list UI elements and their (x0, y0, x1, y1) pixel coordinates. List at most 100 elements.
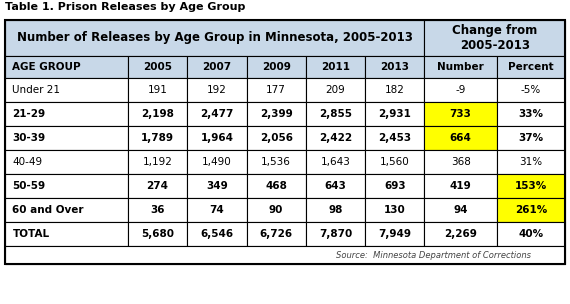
Bar (247, 222, 306, 246)
Text: Change from
2005-2013: Change from 2005-2013 (452, 24, 538, 52)
Bar (5, 150, 128, 174)
Text: 2,056: 2,056 (260, 133, 292, 143)
Text: 40-49: 40-49 (13, 157, 43, 167)
Bar (365, 56, 425, 78)
Text: -9: -9 (455, 85, 466, 95)
Bar (425, 102, 497, 126)
Text: 693: 693 (384, 181, 405, 191)
Bar (306, 56, 365, 78)
Bar (5, 246, 565, 264)
Bar (247, 150, 306, 174)
Bar (306, 102, 365, 126)
Bar (497, 78, 565, 102)
Text: 349: 349 (206, 181, 228, 191)
Text: 261%: 261% (515, 205, 547, 215)
Text: 153%: 153% (515, 181, 547, 191)
Bar (425, 150, 497, 174)
Bar (128, 56, 188, 78)
Bar (5, 222, 128, 246)
Text: 2005: 2005 (143, 62, 172, 72)
Text: 30-39: 30-39 (13, 133, 46, 143)
Bar (5, 126, 128, 150)
Bar (425, 174, 497, 198)
Bar (365, 150, 425, 174)
Bar (497, 102, 565, 126)
Bar (188, 222, 247, 246)
Bar (306, 126, 365, 150)
Text: 50-59: 50-59 (13, 181, 46, 191)
Bar (425, 56, 497, 78)
Bar (5, 78, 128, 102)
Bar (188, 126, 247, 150)
Bar (365, 126, 425, 150)
Text: 177: 177 (266, 85, 286, 95)
Text: 7,949: 7,949 (378, 229, 411, 239)
Text: 1,536: 1,536 (261, 157, 291, 167)
Bar (306, 150, 365, 174)
Text: 94: 94 (453, 205, 468, 215)
Bar (365, 222, 425, 246)
Text: 6,546: 6,546 (200, 229, 234, 239)
Bar (188, 150, 247, 174)
Text: 368: 368 (451, 157, 471, 167)
Bar (5, 198, 128, 222)
Text: 419: 419 (450, 181, 471, 191)
Text: 2,931: 2,931 (378, 109, 411, 119)
Bar (188, 102, 247, 126)
Bar (425, 222, 497, 246)
Text: AGE GROUP: AGE GROUP (13, 62, 81, 72)
Text: 182: 182 (385, 85, 405, 95)
Text: Table 1. Prison Releases by Age Group: Table 1. Prison Releases by Age Group (5, 2, 245, 12)
Bar (247, 56, 306, 78)
Text: 274: 274 (146, 181, 169, 191)
Text: 36: 36 (150, 205, 165, 215)
Bar (306, 222, 365, 246)
Text: 1,964: 1,964 (201, 133, 233, 143)
Text: 2007: 2007 (202, 62, 231, 72)
Bar (497, 150, 565, 174)
Text: 191: 191 (148, 85, 168, 95)
Bar (497, 174, 565, 198)
Text: 2013: 2013 (380, 62, 409, 72)
Bar (306, 78, 365, 102)
Bar (188, 174, 247, 198)
Text: 60 and Over: 60 and Over (13, 205, 84, 215)
Text: 468: 468 (265, 181, 287, 191)
Bar (247, 102, 306, 126)
Text: 31%: 31% (519, 157, 543, 167)
Text: 209: 209 (325, 85, 345, 95)
Text: 37%: 37% (518, 133, 544, 143)
Text: 130: 130 (384, 205, 406, 215)
Bar (497, 222, 565, 246)
Text: 2,477: 2,477 (200, 109, 234, 119)
Text: 40%: 40% (518, 229, 544, 239)
Bar (425, 126, 497, 150)
Bar (365, 198, 425, 222)
Bar (306, 198, 365, 222)
Text: 2,855: 2,855 (319, 109, 352, 119)
Text: 733: 733 (450, 109, 471, 119)
Text: 74: 74 (210, 205, 224, 215)
Text: 1,560: 1,560 (380, 157, 410, 167)
Bar (5, 20, 425, 56)
Bar (247, 126, 306, 150)
Text: 2009: 2009 (262, 62, 291, 72)
Text: 643: 643 (324, 181, 347, 191)
Bar (128, 198, 188, 222)
Bar (497, 56, 565, 78)
Bar (306, 174, 365, 198)
Bar (128, 150, 188, 174)
Bar (247, 174, 306, 198)
Text: Number of Releases by Age Group in Minnesota, 2005-2013: Number of Releases by Age Group in Minne… (17, 32, 413, 44)
Text: 5,680: 5,680 (141, 229, 174, 239)
Bar (5, 20, 565, 264)
Text: 2,422: 2,422 (319, 133, 352, 143)
Bar (128, 78, 188, 102)
Bar (128, 126, 188, 150)
Text: 2,453: 2,453 (378, 133, 412, 143)
Bar (247, 78, 306, 102)
Text: 2011: 2011 (321, 62, 350, 72)
Text: Number: Number (437, 62, 484, 72)
Text: 1,789: 1,789 (141, 133, 174, 143)
Bar (5, 56, 128, 78)
